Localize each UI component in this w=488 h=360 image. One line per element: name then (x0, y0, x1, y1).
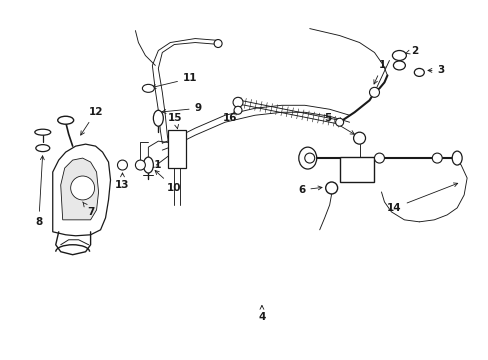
Circle shape (325, 182, 337, 194)
Bar (339, 157, 374, 182)
Ellipse shape (153, 110, 163, 126)
Text: 1: 1 (373, 60, 386, 84)
Text: 4: 4 (258, 305, 265, 323)
Ellipse shape (36, 145, 50, 152)
Ellipse shape (298, 147, 316, 169)
Text: 13: 13 (115, 173, 129, 190)
Circle shape (335, 118, 343, 126)
Circle shape (431, 153, 441, 163)
Text: 10: 10 (155, 171, 181, 193)
Circle shape (353, 132, 365, 144)
Circle shape (304, 153, 314, 163)
Ellipse shape (393, 61, 405, 70)
Ellipse shape (58, 116, 74, 124)
Polygon shape (61, 158, 99, 220)
Text: 14: 14 (386, 183, 457, 213)
Text: 6: 6 (298, 185, 321, 195)
Bar (168, 130, 186, 168)
Text: 12: 12 (81, 107, 102, 135)
Text: 3: 3 (427, 66, 444, 76)
Circle shape (233, 97, 243, 107)
Text: 16: 16 (223, 111, 237, 123)
Circle shape (369, 87, 379, 97)
Ellipse shape (35, 129, 51, 135)
Text: 5: 5 (324, 113, 354, 134)
Circle shape (234, 106, 242, 114)
Text: 11: 11 (152, 73, 197, 89)
Ellipse shape (413, 68, 424, 76)
Text: 11: 11 (141, 160, 163, 170)
Circle shape (374, 153, 384, 163)
Ellipse shape (135, 160, 145, 170)
Text: 8: 8 (35, 156, 44, 227)
Text: 2: 2 (405, 45, 417, 55)
Circle shape (71, 176, 94, 200)
Ellipse shape (143, 157, 153, 173)
Ellipse shape (392, 50, 406, 60)
Text: 7: 7 (82, 202, 94, 217)
Text: 15: 15 (168, 113, 182, 129)
Circle shape (117, 160, 127, 170)
Ellipse shape (142, 84, 154, 92)
Ellipse shape (451, 151, 461, 165)
Circle shape (214, 40, 222, 48)
Polygon shape (53, 144, 110, 236)
Text: 9: 9 (162, 103, 202, 113)
